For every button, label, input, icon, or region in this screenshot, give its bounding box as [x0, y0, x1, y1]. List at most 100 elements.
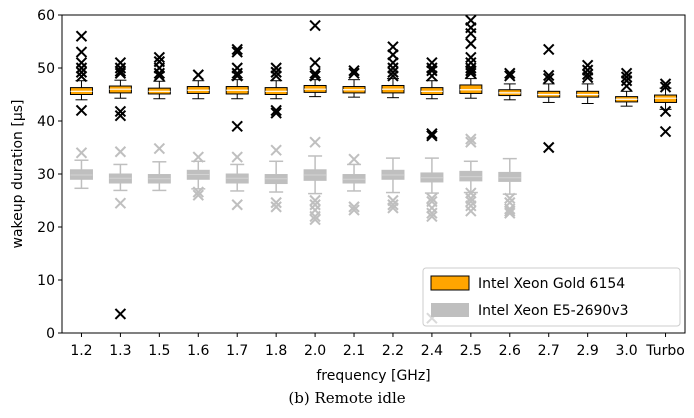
outlier-gold-6154 [75, 70, 88, 83]
box-e5-2690v3 [420, 157, 444, 194]
outlier-gold-6154 [659, 78, 672, 90]
outlier-gold-6154 [309, 67, 321, 80]
legend-swatch-gold-6154 [430, 275, 470, 291]
box-e5-2690v3 [225, 163, 249, 192]
legend-label-gold-6154: Intel Xeon Gold 6154 [478, 276, 625, 292]
outlier-gold-6154 [114, 109, 127, 122]
outlier-gold-6154 [153, 51, 166, 64]
x-tick-label: Turbo [645, 343, 685, 359]
outlier-gold-6154 [543, 69, 555, 82]
box-e5-2690v3 [147, 161, 171, 192]
outlier-gold-6154 [231, 120, 243, 133]
outlier-stroke [75, 62, 88, 74]
box-e5-2690v3 [108, 163, 132, 192]
outlier-gold-6154 [114, 105, 127, 118]
outlier-gold-6154 [270, 70, 282, 82]
outlier-gold-6154 [309, 70, 321, 82]
outlier-e5-2690v3 [309, 213, 321, 226]
outlier-e5-2690v3 [270, 196, 282, 209]
outlier-stroke [504, 207, 516, 219]
legend-swatch-e5-2690v3 [431, 303, 469, 317]
outlier-stroke [231, 70, 243, 82]
outlier-stroke [426, 207, 438, 219]
outlier-stroke [114, 109, 127, 122]
outlier-gold-6154 [348, 64, 360, 77]
x-tick-label: 2.2 [382, 343, 404, 359]
outlier-stroke [659, 105, 672, 118]
outlier-stroke [231, 199, 243, 211]
outlier-stroke [504, 70, 516, 82]
outlier-gold-6154 [620, 80, 633, 92]
outlier-stroke [348, 201, 360, 213]
x-tick-label: 1.3 [109, 343, 131, 359]
x-tick-label: 2.1 [343, 343, 365, 359]
outlier-stroke [309, 194, 321, 207]
outlier-gold-6154 [309, 19, 321, 32]
outlier-stroke [659, 125, 672, 138]
x-tick-label: 1.8 [265, 343, 287, 359]
outlier-e5-2690v3 [504, 207, 516, 219]
y-tick-label: 20 [37, 220, 55, 236]
x-tick-label: 1.7 [226, 343, 248, 359]
outlier-gold-6154 [153, 67, 166, 80]
outlier-e5-2690v3 [348, 204, 360, 216]
outlier-stroke [270, 144, 282, 156]
outlier-gold-6154 [75, 30, 88, 42]
outlier-e5-2690v3 [465, 136, 477, 148]
outlier-gold-6154 [543, 72, 555, 85]
outlier-stroke [309, 70, 321, 82]
outlier-stroke [309, 56, 321, 69]
outlier-stroke [75, 147, 88, 159]
series-intel-xeon-e5-2690v3 [69, 155, 522, 195]
box-gold-6154 [69, 80, 93, 101]
outlier-e5-2690v3 [387, 199, 399, 211]
outlier-stroke [114, 308, 127, 320]
box-e5-2690v3 [498, 157, 522, 195]
box-e5-2690v3 [459, 160, 483, 194]
outlier-gold-6154 [581, 71, 594, 84]
outlier-gold-6154 [270, 107, 282, 119]
x-tick-label: 2.9 [577, 343, 599, 359]
outlier-stroke [620, 71, 633, 83]
y-axis-label: wakeup duration [µs] [10, 100, 26, 249]
x-tick-label: 1.5 [148, 343, 170, 359]
outlier-e5-2690v3 [231, 199, 243, 211]
outlier-stroke [153, 142, 166, 155]
outlier-gold-6154 [231, 70, 243, 82]
iqr-box [69, 169, 93, 180]
x-axis-label: frequency [GHz] [316, 368, 430, 384]
outlier-stroke [348, 64, 360, 77]
outlier-stroke [387, 70, 399, 82]
outlier-e5-2690v3 [231, 151, 243, 163]
outlier-stroke [75, 104, 88, 117]
outlier-stroke [620, 80, 633, 92]
outlier-gold-6154 [75, 46, 88, 58]
outlier-stroke [581, 71, 594, 84]
outlier-gold-6154 [387, 70, 399, 82]
outlier-e5-2690v3 [465, 205, 477, 217]
outlier-e5-2690v3 [153, 142, 166, 155]
outlier-gold-6154 [504, 70, 516, 82]
outlier-stroke [426, 192, 438, 205]
box-gold-6154 [108, 79, 132, 99]
outlier-gold-6154 [231, 46, 243, 58]
x-tick-label: 3.0 [615, 343, 637, 359]
box-e5-2690v3 [264, 160, 288, 193]
outlier-stroke [543, 72, 555, 85]
outlier-gold-6154 [75, 104, 88, 117]
outlier-stroke [309, 19, 321, 32]
iqr-box [342, 174, 366, 184]
outlier-e5-2690v3 [504, 205, 516, 217]
box-gold-6154 [147, 80, 171, 100]
x-tick-label: 1.2 [70, 343, 92, 359]
outlier-stroke [75, 46, 88, 58]
outlier-gold-6154 [581, 59, 594, 72]
x-axis-ticks: 1.2 1.3 1.5 1.6 1.7 1.8 2.0 2.1 2.2 2.4 2.5 2.6 2.7 2… [70, 333, 685, 359]
outlier-gold-6154 [387, 66, 399, 78]
outlier-stroke [387, 66, 399, 78]
box-gold-6154 [381, 78, 405, 99]
outlier-stroke [270, 201, 282, 213]
outlier-stroke [543, 141, 555, 154]
outlier-gold-6154 [426, 128, 438, 140]
outlier-e5-2690v3 [192, 151, 204, 163]
